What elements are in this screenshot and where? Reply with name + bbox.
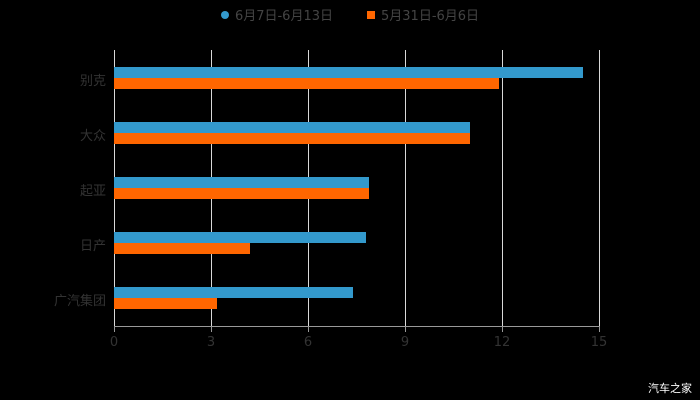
legend-label: 6月7日-6月13日 — [234, 9, 333, 24]
x-tick-label: 12 — [493, 335, 511, 350]
x-tick-label: 3 — [206, 335, 216, 350]
gridline — [502, 50, 503, 326]
legend-circle-icon — [220, 10, 229, 19]
bar[interactable] — [114, 78, 499, 89]
axis-tick — [599, 326, 600, 332]
legend-label: 5月31日-6月6日 — [381, 9, 480, 24]
legend-item-previous-week[interactable]: 5月31日-6月6日 — [367, 5, 479, 24]
axis-tick — [502, 326, 503, 332]
bar[interactable] — [114, 177, 370, 188]
category-label: 大众 — [79, 129, 106, 144]
x-tick-label: 9 — [400, 335, 410, 350]
x-tick-label: 15 — [590, 335, 608, 350]
bar[interactable] — [114, 122, 470, 133]
category-label: 广汽集团 — [53, 294, 106, 309]
legend-square-icon — [367, 10, 375, 19]
bar[interactable] — [114, 298, 218, 309]
category-label: 日产 — [79, 239, 106, 254]
x-tick-label: 6 — [303, 335, 313, 350]
axis-tick — [405, 326, 406, 332]
bar[interactable] — [114, 133, 470, 144]
plot-area — [114, 50, 600, 332]
legend-item-current-week[interactable]: 6月7日-6月13日 — [220, 5, 333, 24]
axis-tick — [114, 326, 115, 332]
axis-tick — [211, 326, 212, 332]
category-label: 别克 — [79, 74, 106, 89]
x-tick-label: 0 — [109, 335, 119, 350]
bar[interactable] — [114, 243, 250, 254]
bar[interactable] — [114, 232, 367, 243]
bar[interactable] — [114, 287, 354, 298]
watermark: 汽车之家 — [648, 382, 692, 395]
bar[interactable] — [114, 67, 583, 78]
gridline — [599, 50, 600, 326]
gridline — [405, 50, 406, 326]
category-label: 起亚 — [79, 184, 106, 199]
axis-tick — [308, 326, 309, 332]
x-axis-line — [114, 326, 599, 327]
chart-legend: 6月7日-6月13日 5月31日-6月6日 — [0, 5, 700, 24]
bar[interactable] — [114, 188, 370, 199]
